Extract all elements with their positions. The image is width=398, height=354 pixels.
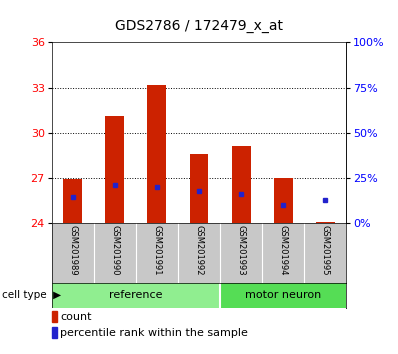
Bar [232, 146, 250, 223]
Text: motor neuron: motor neuron [245, 290, 321, 301]
Text: GSM201994: GSM201994 [279, 225, 288, 275]
Text: cell type  ▶: cell type ▶ [2, 290, 61, 301]
Text: GSM201989: GSM201989 [68, 225, 77, 275]
Text: percentile rank within the sample: percentile rank within the sample [60, 328, 248, 338]
Text: GSM201993: GSM201993 [236, 225, 246, 275]
Bar [52, 283, 220, 308]
Text: GSM201990: GSM201990 [110, 225, 119, 275]
Text: reference: reference [109, 290, 163, 301]
Text: GSM201991: GSM201991 [152, 225, 162, 275]
Bar [316, 222, 335, 223]
Text: GDS2786 / 172479_x_at: GDS2786 / 172479_x_at [115, 19, 283, 34]
Bar [189, 154, 209, 223]
Bar [105, 116, 124, 223]
Bar [147, 85, 166, 223]
Bar [52, 311, 57, 322]
Bar [52, 327, 57, 338]
Text: count: count [60, 312, 92, 321]
Bar [63, 179, 82, 223]
Bar [220, 283, 346, 308]
Bar [274, 178, 293, 223]
Text: GSM201992: GSM201992 [195, 225, 203, 275]
Text: GSM201995: GSM201995 [321, 225, 330, 275]
